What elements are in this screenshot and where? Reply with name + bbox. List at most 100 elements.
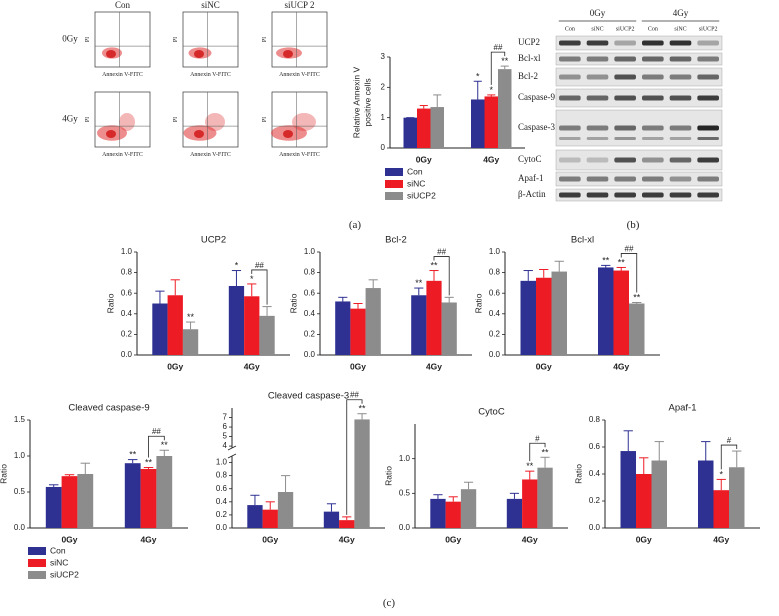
x-tick-label: 4Gy (339, 534, 355, 544)
flow-plot-frame (182, 11, 239, 68)
y-tick-label: 3 (381, 52, 386, 61)
cell-cloud (119, 113, 135, 131)
blot-band (586, 125, 609, 131)
blot-band (697, 137, 719, 140)
bar (247, 505, 263, 528)
panel-label: (c) (383, 597, 396, 609)
legend-label: siNC (50, 557, 68, 567)
y-tick-label: 0.2 (489, 330, 501, 339)
blot-band (559, 74, 581, 80)
bar (506, 498, 523, 528)
x-tick-label: 0Gy (416, 154, 432, 164)
chart-title: UCP2 (201, 235, 226, 246)
y-tick-label: 0.6 (304, 288, 316, 297)
significance-mark: ** (602, 255, 610, 265)
blot-group: 4Gy (673, 8, 689, 18)
significance-mark: ** (501, 56, 509, 66)
bar (411, 295, 427, 355)
protein-label: CytoC (518, 154, 542, 164)
chart-title: Cleaved caspase-3 (268, 391, 349, 402)
significance-mark: ** (145, 458, 153, 468)
y-tick-label: 0.6 (489, 288, 501, 297)
significance-mark: ** (161, 440, 169, 450)
cell-cloud (194, 130, 204, 138)
blot-band (559, 125, 581, 131)
y-tick-label: 0.6 (216, 484, 228, 493)
y-axis-title: Ratio (573, 464, 583, 484)
bar (613, 270, 629, 355)
protein-label: UCP2 (518, 37, 540, 47)
y-tick-label: 0.2 (216, 510, 228, 519)
y-tick-label: 0.8 (489, 268, 501, 277)
protein-label: Apaf-1 (518, 173, 544, 183)
blot-strip (555, 35, 723, 51)
bar (471, 99, 485, 148)
bracket-label: ## (152, 427, 161, 436)
flow-plot-frame (94, 11, 151, 68)
cell-cloud (283, 130, 293, 138)
blot-group: 0Gy (590, 8, 606, 18)
y-tick-label: 0.8 (216, 471, 228, 480)
chart-title: CytoC (478, 407, 505, 418)
y-tick-label: 1.0 (304, 247, 316, 256)
flow-x-label: Annexin V-FITC (102, 152, 143, 158)
row-label: 0Gy (62, 34, 78, 44)
flow-y-label: PI (85, 37, 91, 42)
y-tick-label: 1.0 (489, 247, 501, 256)
significance-mark: ** (359, 404, 367, 414)
x-tick-label: 0Gy (636, 534, 652, 544)
x-tick-label: 0Gy (262, 534, 278, 544)
flow-y-label: PI (85, 117, 91, 122)
column-title: siNC (201, 0, 220, 10)
blot-band (642, 192, 664, 198)
legend-swatch (28, 547, 46, 555)
blot-band (614, 157, 636, 163)
x-tick-label: 0Gy (536, 361, 552, 371)
blot-band (614, 137, 636, 140)
blot-band (642, 95, 664, 101)
protein-label: Bcl-xl (518, 53, 541, 63)
x-tick-label: 4Gy (244, 361, 260, 371)
y-tick-label: 7 (223, 413, 228, 422)
blot-band (614, 74, 636, 80)
blot-band (697, 40, 719, 46)
significance-mark: ** (187, 312, 195, 322)
y-tick-label: 0.6 (121, 288, 133, 297)
x-tick-label: 0Gy (61, 534, 77, 544)
x-tick-label: 4Gy (713, 534, 729, 544)
y-axis-title: Ratio (288, 293, 298, 313)
legend-label: Con (50, 545, 66, 555)
flow-x-label: Annexin V-FITC (102, 72, 143, 78)
significance-mark: * (235, 261, 239, 271)
blot-band (697, 125, 719, 131)
significance-bracket (490, 51, 506, 85)
blot-band (642, 56, 664, 62)
blot-band (586, 137, 609, 140)
legend-swatch (28, 571, 46, 579)
blot-strip (555, 109, 723, 147)
cell-cloud (283, 50, 293, 58)
x-tick-label: 4Gy (522, 534, 538, 544)
protein-label: Bcl-2 (518, 71, 538, 81)
y-axis-title: Relative Annexin V (351, 66, 361, 138)
bar (460, 489, 477, 528)
flow-plot-frame (271, 11, 328, 68)
blot-band (669, 40, 692, 46)
significance-bracket (251, 269, 268, 305)
bar (262, 509, 278, 528)
y-tick-label: 0.2 (589, 496, 601, 505)
blot-strip (555, 171, 723, 187)
bar (140, 468, 157, 528)
blot-band (614, 176, 636, 182)
blot-band (614, 192, 636, 198)
bar (365, 288, 381, 355)
blot-band (669, 95, 692, 101)
significance-bracket (720, 444, 738, 470)
axis-break (227, 453, 237, 459)
panel-label: (b) (627, 219, 640, 231)
significance-mark: ** (633, 292, 641, 302)
protein-label: Caspase-3 (518, 122, 555, 132)
bracket-label: ## (625, 244, 634, 253)
blot-band (669, 56, 692, 62)
bar (729, 467, 745, 528)
